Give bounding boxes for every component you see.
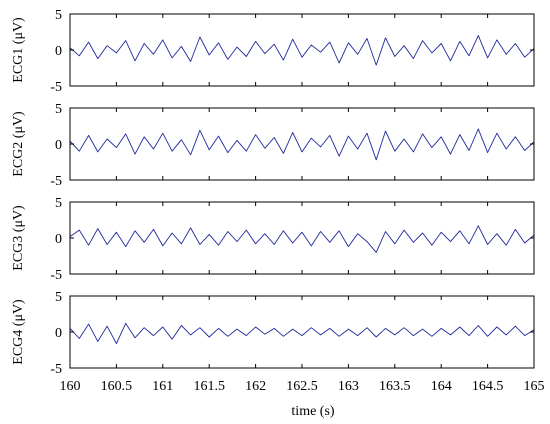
ecg-panel-3: 5 0 -5 ECG3 (μV) — [11, 196, 535, 283]
x-tick-label: 164.5 — [472, 379, 504, 394]
ecg3-y-axis-label: ECG3 (μV) — [11, 205, 26, 271]
x-axis-ticks: 160 160.5 161 161.5 162 162.5 163 163.5 164 164.5… — [60, 379, 545, 394]
ecg2-y-axis-label: ECG2 (μV) — [11, 111, 26, 177]
x-axis-label: time (s) — [291, 404, 334, 419]
y-tick-label: 0 — [55, 326, 62, 341]
plot-frame — [69, 295, 535, 369]
y-tick-label: 5 — [55, 290, 62, 305]
ecg4-y-axis-label: ECG4 (μV) — [11, 299, 26, 365]
ecg1-y-axis-label: ECG1 (μV) — [11, 17, 26, 83]
y-tick-label: 5 — [55, 102, 62, 117]
y-tick-label: 0 — [55, 232, 62, 247]
x-tick-label: 160.5 — [101, 379, 133, 394]
x-tick-label: 161.5 — [193, 379, 225, 394]
y-tick-label: -5 — [50, 80, 62, 95]
x-tick-label: 162 — [245, 379, 266, 394]
x-tick-label: 163.5 — [379, 379, 411, 394]
y-tick-label: 5 — [55, 8, 62, 23]
x-tick-label: 163 — [338, 379, 359, 394]
y-tick-label: -5 — [50, 174, 62, 189]
y-tick-label: -5 — [50, 268, 62, 283]
ecg-panel-4: 5 0 -5 ECG4 (μV) — [11, 290, 535, 377]
ecg3-trace — [69, 225, 535, 253]
ecg2-trace — [69, 128, 535, 161]
x-tick-label: 164 — [431, 379, 452, 394]
ecg1-trace — [69, 35, 535, 66]
ecg4-trace — [69, 322, 535, 344]
y-tick-label: -5 — [50, 362, 62, 377]
x-tick-label: 162.5 — [286, 379, 318, 394]
x-tick-label: 161 — [152, 379, 173, 394]
plot-frame — [69, 13, 535, 87]
ecg-panel-1: 5 0 -5 ECG1 (μV) — [11, 8, 535, 95]
ecg-panel-2: 5 0 -5 ECG2 (μV) — [11, 102, 535, 189]
x-tick-label: 160 — [60, 379, 81, 394]
y-tick-label: 0 — [55, 44, 62, 59]
y-tick-label: 5 — [55, 196, 62, 211]
x-tick-label: 165 — [524, 379, 545, 394]
y-tick-label: 0 — [55, 138, 62, 153]
plot-frame — [69, 107, 535, 181]
